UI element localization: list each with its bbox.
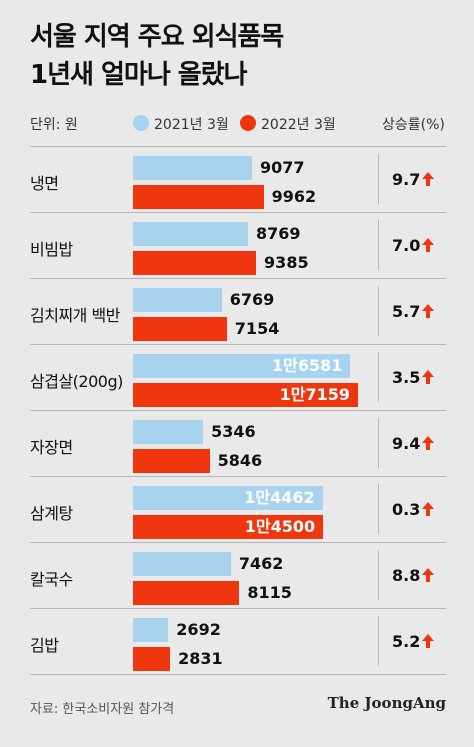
rate-text: 9.7: [392, 170, 421, 189]
bar-2021: [133, 288, 222, 312]
column-separator: [378, 154, 379, 204]
up-arrow-icon: [422, 238, 435, 252]
row-divider: [30, 344, 446, 345]
value-label-2022: 2831: [178, 649, 223, 668]
value-label-2022: 7154: [234, 319, 280, 338]
category-label: 비빔밥: [30, 240, 73, 259]
bar-2021: [133, 156, 253, 180]
row-divider: [30, 674, 446, 675]
column-separator: [378, 418, 379, 468]
row-divider: [30, 212, 446, 213]
legend-swatch-2021: [133, 115, 149, 131]
bar-2022: [133, 647, 171, 671]
bar-2022: [133, 449, 210, 473]
unit-label: 단위: 원: [30, 117, 78, 133]
category-label: 칼국수: [30, 570, 73, 589]
category-label: 김밥: [30, 636, 59, 655]
up-arrow-icon: [422, 370, 435, 384]
rate-value: 5.2: [392, 632, 452, 651]
column-separator: [378, 616, 379, 666]
value-label-2022: 8115: [247, 583, 292, 602]
rate-value: 0.3: [392, 500, 452, 519]
rate-header: 상승률(%): [382, 117, 445, 133]
category-label: 삼겹살(200g): [30, 372, 123, 391]
bar-2022: [133, 581, 240, 605]
rate-text: 7.0: [392, 236, 421, 255]
column-separator: [378, 220, 379, 270]
value-label-2022: 9385: [264, 253, 309, 272]
rate-value: 5.7: [392, 302, 452, 321]
rate-text: 8.8: [392, 566, 421, 585]
column-separator: [378, 352, 379, 402]
category-label: 냉면: [30, 174, 59, 193]
legend-swatch-2022: [240, 115, 256, 131]
up-arrow-icon: [422, 304, 435, 318]
bar-2021: [133, 420, 204, 444]
value-label-2021: 8769: [255, 224, 301, 243]
title-line-2: 1년새 얼마나 올랐나: [30, 60, 248, 90]
rate-text: 0.3: [392, 500, 421, 519]
bar-2022: [133, 317, 227, 341]
bar-2022: [133, 515, 324, 539]
column-separator: [378, 286, 379, 336]
up-arrow-icon: [422, 436, 435, 450]
brand-logo: The JoongAng: [327, 694, 446, 712]
rate-value: 3.5: [392, 368, 452, 387]
rate-value: 8.8: [392, 566, 452, 585]
value-label-2021: 2692: [176, 620, 221, 639]
value-label-2022: 1만4500: [244, 517, 316, 536]
bar-2022: [133, 383, 358, 407]
bar-2022: [133, 185, 264, 209]
bar-2021: [133, 618, 169, 642]
source-note: 자료: 한국소비자원 참가격: [30, 702, 175, 717]
category-label: 김치찌개 백반: [30, 306, 120, 325]
value-label-2022: 5846: [217, 451, 263, 470]
row-divider: [30, 146, 446, 147]
bar-2022: [133, 251, 257, 275]
rate-value: 9.4: [392, 434, 452, 453]
bar-2021: [133, 552, 231, 576]
up-arrow-icon: [422, 634, 435, 648]
column-separator: [378, 484, 379, 534]
column-separator: [378, 550, 379, 600]
row-divider: [30, 278, 446, 279]
row-divider: [30, 410, 446, 411]
value-label-2021: 1만6581: [272, 356, 343, 375]
value-label-2021: 1만4462: [244, 488, 315, 507]
bar-2021: [133, 486, 323, 510]
rate-text: 5.2: [392, 632, 421, 651]
legend-label-2021: 2021년 3월: [154, 117, 229, 133]
value-label-2022: 9962: [271, 187, 317, 206]
title-line-1: 서울 지역 주요 외식품목: [30, 22, 284, 52]
row-divider: [30, 608, 446, 609]
value-label-2022: 1만7159: [279, 385, 350, 404]
value-label-2021: 7462: [238, 554, 284, 573]
up-arrow-icon: [422, 568, 435, 582]
bar-2021: [133, 354, 351, 378]
category-label: 자장면: [30, 438, 73, 457]
rate-value: 7.0: [392, 236, 452, 255]
category-label: 삼계탕: [30, 504, 73, 523]
rate-text: 9.4: [392, 434, 421, 453]
up-arrow-icon: [422, 502, 435, 516]
value-label-2021: 5346: [211, 422, 256, 441]
value-label-2021: 6769: [229, 290, 275, 309]
row-divider: [30, 542, 446, 543]
chart-title: 서울 지역 주요 외식품목 1년새 얼마나 올랐나: [30, 18, 284, 94]
row-divider: [30, 476, 446, 477]
up-arrow-icon: [422, 172, 435, 186]
value-label-2021: 9077: [260, 158, 305, 177]
bar-2021: [133, 222, 248, 246]
rate-value: 9.7: [392, 170, 452, 189]
rate-text: 5.7: [392, 302, 421, 321]
legend-label-2022: 2022년 3월: [261, 117, 336, 133]
rate-text: 3.5: [392, 368, 421, 387]
